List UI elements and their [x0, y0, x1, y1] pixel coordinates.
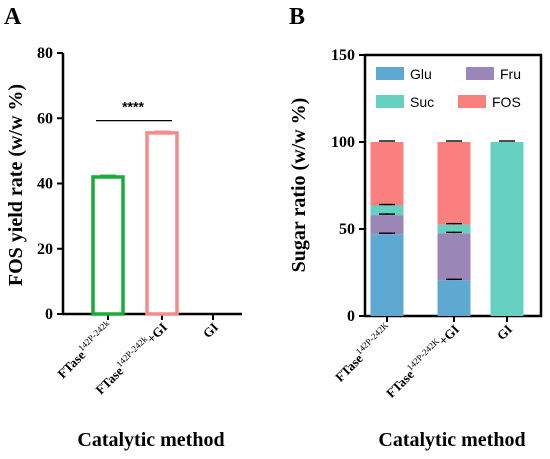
panel-b-letter: B — [289, 4, 305, 30]
significance-label: **** — [122, 99, 144, 115]
y-tick-label: 20 — [37, 241, 53, 258]
stacked-bar-segment-glu — [437, 280, 471, 316]
panel-b-legend: Glu Fru Suc FOS — [376, 66, 521, 110]
panel-a-y-axis-title: FOS yield rate (w/w %) — [5, 84, 27, 286]
category-label: GI — [200, 320, 221, 341]
panel-b-x-axis-title: Catalytic method — [378, 429, 525, 451]
y-tick-label: 150 — [331, 47, 355, 64]
y-tick-label: 100 — [331, 134, 355, 151]
y-tick-label: 50 — [339, 221, 355, 238]
bar — [145, 131, 179, 316]
y-tick-label: 0 — [347, 308, 355, 325]
panel-b-stacked-bars — [370, 142, 524, 316]
stacked-bar-segment-fos — [370, 142, 404, 206]
category-label: GI — [494, 322, 515, 343]
panel-a-significance: **** — [96, 99, 172, 122]
panel-a-x-axis-title: Catalytic method — [77, 429, 224, 451]
panel-b-error-bars — [379, 140, 515, 281]
panel-a-bars — [91, 131, 179, 316]
legend-swatch-suc — [376, 95, 404, 108]
legend-swatch-fru — [466, 67, 494, 80]
legend-label-fru: Fru — [500, 66, 521, 82]
category-label: FTase142P-242K — [331, 320, 396, 385]
stacked-bar-segment-glu — [370, 234, 404, 316]
panel-a-letter: A — [4, 4, 22, 30]
stacked-bar-segment-suc — [437, 224, 471, 234]
stacked-bar-segment-fru — [370, 215, 404, 235]
legend-swatch-fos — [458, 95, 486, 108]
panel-b-y-axis-title: Sugar ratio (w/w %) — [288, 98, 310, 273]
bar — [91, 175, 125, 316]
panel-a-error-bars — [100, 130, 170, 177]
y-tick-label: 80 — [37, 45, 53, 62]
stacked-bar-segment-suc — [490, 142, 524, 316]
panel-b-y-ticks: 0 50 100 150 — [331, 47, 365, 325]
panel-a-y-ticks: 0 20 40 60 80 — [37, 45, 63, 323]
y-tick-label: 40 — [37, 176, 53, 193]
stacked-bar-segment-suc — [370, 205, 404, 216]
legend-label-suc: Suc — [410, 94, 434, 110]
stacked-bar-segment-fru — [437, 233, 471, 281]
legend-swatch-glu — [376, 67, 404, 80]
category-label: FTase142P-242K+GI — [382, 320, 463, 401]
legend-label-glu: Glu — [410, 66, 432, 82]
y-tick-label: 60 — [37, 110, 53, 127]
panel-b-x-ticks — [386, 316, 508, 322]
panel-a: A Catalytic method FOS yield rate (w/w %… — [4, 4, 242, 451]
y-tick-label: 0 — [45, 306, 53, 323]
stacked-bar-segment-fos — [437, 142, 471, 225]
legend-label-fos: FOS — [492, 94, 521, 110]
panel-b: B Catalytic method Sugar ratio (w/w %) 0… — [288, 4, 543, 451]
